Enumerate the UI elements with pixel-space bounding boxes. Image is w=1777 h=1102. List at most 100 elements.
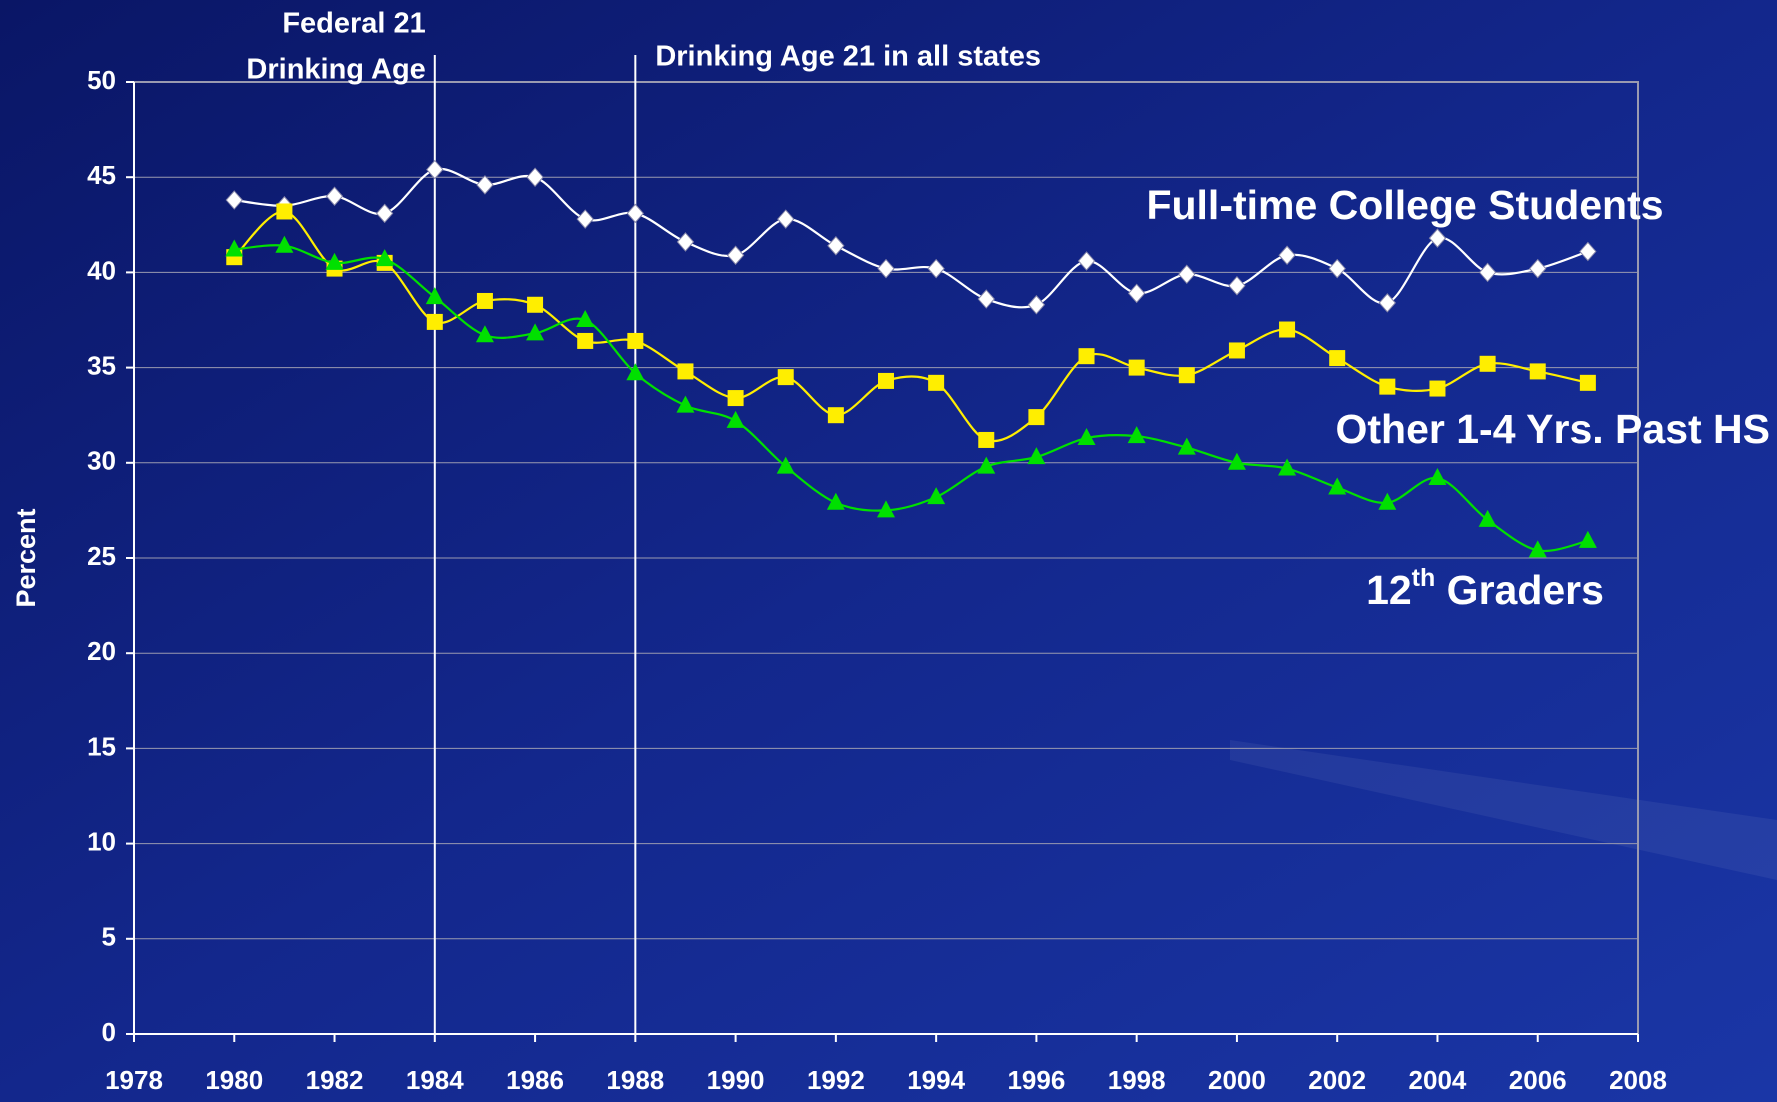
marker: [1578, 530, 1597, 548]
label-part: Graders: [1435, 567, 1604, 613]
marker: [1479, 355, 1496, 372]
marker: [1328, 477, 1347, 495]
marker: [1529, 363, 1546, 380]
marker: [726, 245, 745, 266]
marker: [1329, 350, 1346, 367]
marker: [1379, 378, 1396, 395]
marker: [526, 167, 544, 187]
marker: [1529, 258, 1547, 279]
marker: [777, 369, 794, 386]
series-label: Full-time College Students: [1146, 182, 1663, 228]
marker: [1579, 374, 1596, 391]
marker: [1078, 348, 1095, 365]
marker: [727, 390, 744, 407]
marker: [1228, 342, 1245, 359]
y-tick-label: 5: [102, 922, 116, 952]
series-label: Other 1-4 Yrs. Past HS: [1336, 406, 1770, 452]
marker: [827, 407, 844, 424]
marker: [1227, 452, 1246, 470]
marker: [626, 363, 645, 381]
marker: [927, 258, 945, 279]
marker: [928, 374, 945, 391]
decoration: [1230, 740, 1777, 880]
x-tick-label: 1998: [1108, 1065, 1166, 1095]
marker: [676, 232, 695, 252]
marker: [776, 456, 795, 474]
marker: [677, 363, 694, 380]
marker: [1178, 264, 1196, 285]
y-tick-label: 15: [87, 731, 116, 761]
marker: [1378, 492, 1397, 510]
marker: [276, 203, 293, 220]
marker: [1127, 283, 1146, 304]
marker: [426, 159, 444, 180]
annotation: Drinking Age: [246, 54, 425, 86]
x-tick-label: 1984: [406, 1065, 464, 1095]
x-tick-label: 2008: [1609, 1065, 1667, 1095]
marker: [1027, 295, 1046, 315]
marker: [978, 431, 995, 448]
marker: [375, 249, 394, 267]
marker: [1279, 321, 1296, 338]
x-tick-label: 2000: [1208, 1065, 1266, 1095]
marker: [1429, 380, 1446, 397]
y-tick-label: 25: [87, 541, 116, 571]
marker: [325, 186, 344, 206]
marker: [275, 235, 294, 253]
annotation: Drinking Age 21 in all states: [655, 41, 1041, 73]
y-axis-label: Percent: [11, 508, 41, 607]
x-tick-label: 1988: [606, 1065, 664, 1095]
marker: [225, 190, 243, 210]
x-tick-label: 1996: [1007, 1065, 1065, 1095]
marker: [375, 203, 394, 224]
x-tick-label: 1982: [306, 1065, 364, 1095]
marker: [1028, 409, 1045, 426]
x-tick-label: 2002: [1308, 1065, 1366, 1095]
marker: [1328, 258, 1346, 279]
x-tick-label: 1986: [506, 1065, 564, 1095]
marker: [627, 332, 644, 349]
marker: [475, 325, 494, 343]
y-tick-label: 20: [87, 636, 116, 666]
marker: [1177, 437, 1196, 455]
marker: [1228, 275, 1246, 296]
marker: [777, 209, 795, 229]
y-tick-label: 40: [87, 255, 116, 285]
marker: [726, 410, 745, 428]
marker: [927, 487, 946, 505]
x-tick-label: 1980: [205, 1065, 263, 1095]
marker: [426, 313, 443, 330]
x-tick-label: 1978: [105, 1065, 163, 1095]
marker: [877, 258, 895, 279]
x-tick-label: 2006: [1509, 1065, 1567, 1095]
marker: [1478, 262, 1497, 283]
y-tick-label: 50: [87, 65, 116, 95]
marker: [1077, 251, 1096, 271]
marker: [878, 372, 894, 389]
series-label: 12th Graders: [1366, 564, 1604, 613]
marker: [577, 332, 594, 349]
marker: [526, 323, 545, 341]
marker: [676, 395, 695, 413]
marker: [1528, 540, 1547, 558]
y-tick-label: 45: [87, 160, 116, 190]
marker: [476, 292, 493, 309]
marker: [1278, 458, 1297, 476]
marker: [877, 500, 895, 518]
marker: [476, 175, 494, 195]
marker: [576, 209, 594, 229]
series-line: [234, 167, 1589, 309]
marker: [1478, 509, 1497, 527]
marker: [425, 287, 444, 305]
x-tick-label: 1992: [807, 1065, 865, 1095]
marker: [576, 310, 595, 327]
marker: [977, 456, 996, 474]
marker: [527, 296, 544, 313]
marker: [1428, 228, 1447, 248]
marker: [225, 239, 244, 257]
annotation: Federal 21: [282, 8, 425, 40]
y-tick-label: 35: [87, 350, 116, 380]
marker: [1428, 468, 1447, 486]
